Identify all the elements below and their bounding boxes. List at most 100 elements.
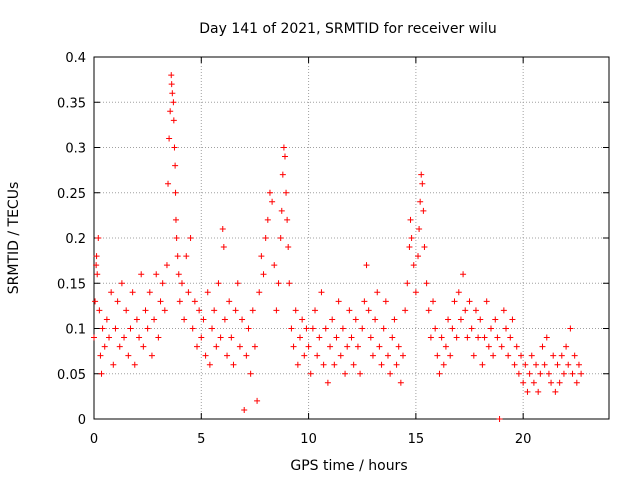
data-point [108, 289, 115, 296]
data-point [187, 235, 194, 241]
data-point [545, 370, 552, 377]
data-point [556, 379, 563, 386]
data-point [285, 244, 292, 251]
data-point [217, 334, 224, 341]
data-point [511, 361, 518, 368]
x-tick-label: 0 [90, 432, 98, 447]
data-point [224, 352, 231, 359]
data-point [487, 325, 494, 332]
data-point [96, 307, 103, 314]
data-point [273, 307, 280, 314]
data-point [161, 307, 168, 314]
y-tick-label: 0 [78, 413, 86, 428]
data-point [337, 352, 344, 359]
data-point [410, 262, 417, 269]
data-point [412, 289, 419, 296]
data-point [460, 271, 467, 278]
data-point [277, 235, 284, 241]
data-point [335, 298, 342, 305]
x-tick-label: 20 [515, 432, 532, 447]
data-point [389, 334, 396, 341]
data-point [114, 298, 121, 305]
data-point [526, 370, 533, 377]
data-point [509, 316, 516, 323]
data-point [513, 343, 520, 350]
data-point [173, 235, 180, 241]
data-point [93, 253, 100, 260]
data-point [101, 343, 108, 350]
data-point [99, 325, 106, 332]
data-point [395, 343, 402, 350]
data-point [303, 325, 310, 332]
data-point [528, 352, 535, 359]
data-point [91, 334, 97, 341]
y-tick-label: 0.3 [65, 142, 86, 157]
x-tick-label: 10 [300, 432, 317, 447]
data-point [167, 108, 174, 115]
chart-title: Day 141 of 2021, SRMTID for receiver wil… [199, 21, 497, 37]
data-point [133, 316, 140, 323]
data-point [279, 171, 286, 178]
data-point [307, 370, 314, 377]
data-point [505, 352, 512, 359]
data-point [445, 316, 452, 323]
data-point [419, 180, 426, 187]
data-point [142, 307, 149, 314]
data-point [329, 316, 336, 323]
data-point [408, 235, 415, 241]
data-point [578, 370, 585, 377]
data-point [393, 361, 400, 368]
data-point [136, 334, 143, 341]
data-point [230, 361, 237, 368]
data-point [404, 280, 411, 287]
data-point [144, 325, 151, 332]
data-point [432, 325, 439, 332]
data-point [175, 271, 182, 278]
data-point [312, 307, 319, 314]
data-point [397, 379, 404, 386]
data-point [372, 316, 379, 323]
data-point [249, 307, 256, 314]
data-point [425, 307, 432, 314]
data-point [571, 352, 578, 359]
data-point [477, 316, 484, 323]
data-point [333, 334, 340, 341]
data-point [361, 298, 368, 305]
data-point [316, 334, 323, 341]
data-point [116, 343, 123, 350]
data-point [374, 289, 381, 296]
data-point [146, 289, 153, 296]
data-point [485, 343, 492, 350]
data-point [264, 216, 271, 223]
data-point [170, 99, 177, 106]
data-point [492, 316, 499, 323]
y-tick-label: 0.25 [57, 187, 86, 202]
data-point [239, 316, 246, 323]
data-point [496, 416, 503, 422]
data-point [558, 352, 565, 359]
data-point [228, 334, 235, 341]
data-point [567, 325, 574, 332]
data-point [457, 316, 464, 323]
data-point [348, 334, 355, 341]
y-tick-label: 0.2 [65, 232, 86, 247]
data-point [211, 307, 218, 314]
data-point [288, 325, 295, 332]
data-point [369, 352, 376, 359]
data-point [221, 316, 228, 323]
data-point [271, 262, 278, 269]
data-point [181, 316, 188, 323]
y-tick-label: 0.35 [57, 96, 86, 111]
data-point [380, 325, 387, 332]
data-point [550, 352, 557, 359]
data-point [387, 370, 394, 377]
data-point [243, 352, 250, 359]
data-point [541, 361, 548, 368]
data-point [172, 162, 179, 169]
data-point [494, 334, 501, 341]
data-point [320, 361, 327, 368]
data-point [292, 307, 299, 314]
data-point [299, 316, 306, 323]
data-point [200, 316, 207, 323]
